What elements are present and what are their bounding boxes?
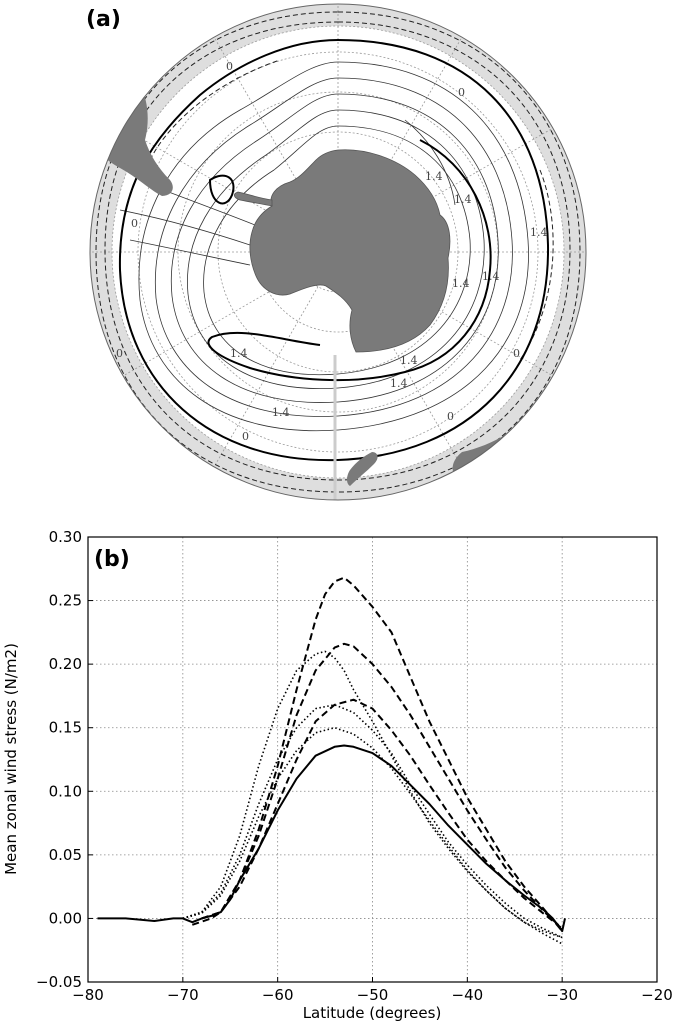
- contour-label: 1.4: [390, 377, 408, 390]
- y-tick-label: 0.25: [49, 592, 82, 610]
- contour-labels: 0 0 0 0 0 0 0 1.4 1.4 1.4 1.4 1.4 1.4 1.…: [116, 60, 548, 443]
- x-tick-label: −30: [546, 986, 578, 1004]
- x-tick-label: −60: [262, 986, 294, 1004]
- contour-label: 0: [447, 410, 454, 423]
- contour-label: 1.4: [272, 406, 290, 419]
- contour-label: 1.4: [400, 354, 418, 367]
- x-tick-label: −50: [357, 986, 389, 1004]
- panel-a-map: 0 0 0 0 0 0 0 1.4 1.4 1.4 1.4 1.4 1.4 1.…: [86, 3, 587, 501]
- series-line-7: [182, 726, 563, 945]
- panel-a-label: (a): [86, 7, 121, 32]
- y-tick-label: −0.05: [36, 973, 82, 991]
- x-axis-title: Latitude (degrees): [303, 1004, 442, 1022]
- plot-frame: [87, 536, 658, 983]
- y-tick-label: 0.05: [49, 846, 82, 864]
- chart-grid: [88, 537, 657, 982]
- y-tick-label: 0.10: [49, 782, 82, 800]
- panel-b-chart: −80 −70 −60 −50 −40 −30 −20 −0.05 0.00 0.05 0.10 0…: [2, 528, 673, 1022]
- series-line-1: [97, 744, 566, 933]
- contour-label: 0: [226, 60, 233, 73]
- x-tick-label: −40: [452, 986, 484, 1004]
- contour-label: 1.4: [482, 270, 500, 283]
- x-tick-label: −70: [167, 986, 199, 1004]
- contour-label: 0: [131, 217, 138, 230]
- series-line-4: [201, 698, 563, 930]
- y-tick-label: 0.00: [49, 909, 82, 927]
- series-line-5: [182, 650, 563, 939]
- contour-label: 1.4: [452, 277, 470, 290]
- new-zealand-land: [347, 452, 378, 486]
- contour-label: 0: [513, 347, 520, 360]
- antarctica-land: [249, 149, 451, 353]
- y-tick-label: 0.15: [49, 719, 82, 737]
- x-ticks: −80 −70 −60 −50 −40 −30 −20: [72, 977, 673, 1004]
- y-ticks: −0.05 0.00 0.05 0.10 0.15 0.20 0.25 0.30: [36, 528, 93, 991]
- series-line-2: [191, 576, 563, 932]
- y-tick-label: 0.30: [49, 528, 82, 546]
- contour-label: 1.4: [454, 193, 472, 206]
- y-tick-label: 0.20: [49, 655, 82, 673]
- contour-label: 1.4: [425, 170, 443, 183]
- bold-contours: [118, 38, 550, 462]
- contour-label: 0: [242, 430, 249, 443]
- panel-b-label: (b): [94, 547, 130, 572]
- contour-label: 1.4: [530, 226, 548, 239]
- series-line-6: [182, 704, 563, 939]
- contour-label: 0: [458, 86, 465, 99]
- x-tick-label: −80: [72, 986, 104, 1004]
- contour-label: 1.4: [230, 347, 248, 360]
- series-line-3: [201, 642, 563, 930]
- chart-series: [97, 576, 566, 945]
- map-boundary: [89, 3, 587, 501]
- y-axis-title: Mean zonal wind stress (N/m2): [2, 643, 20, 875]
- x-tick-label: −20: [641, 986, 673, 1004]
- antarctic-peninsula: [234, 191, 273, 207]
- contour-label: 0: [116, 347, 123, 360]
